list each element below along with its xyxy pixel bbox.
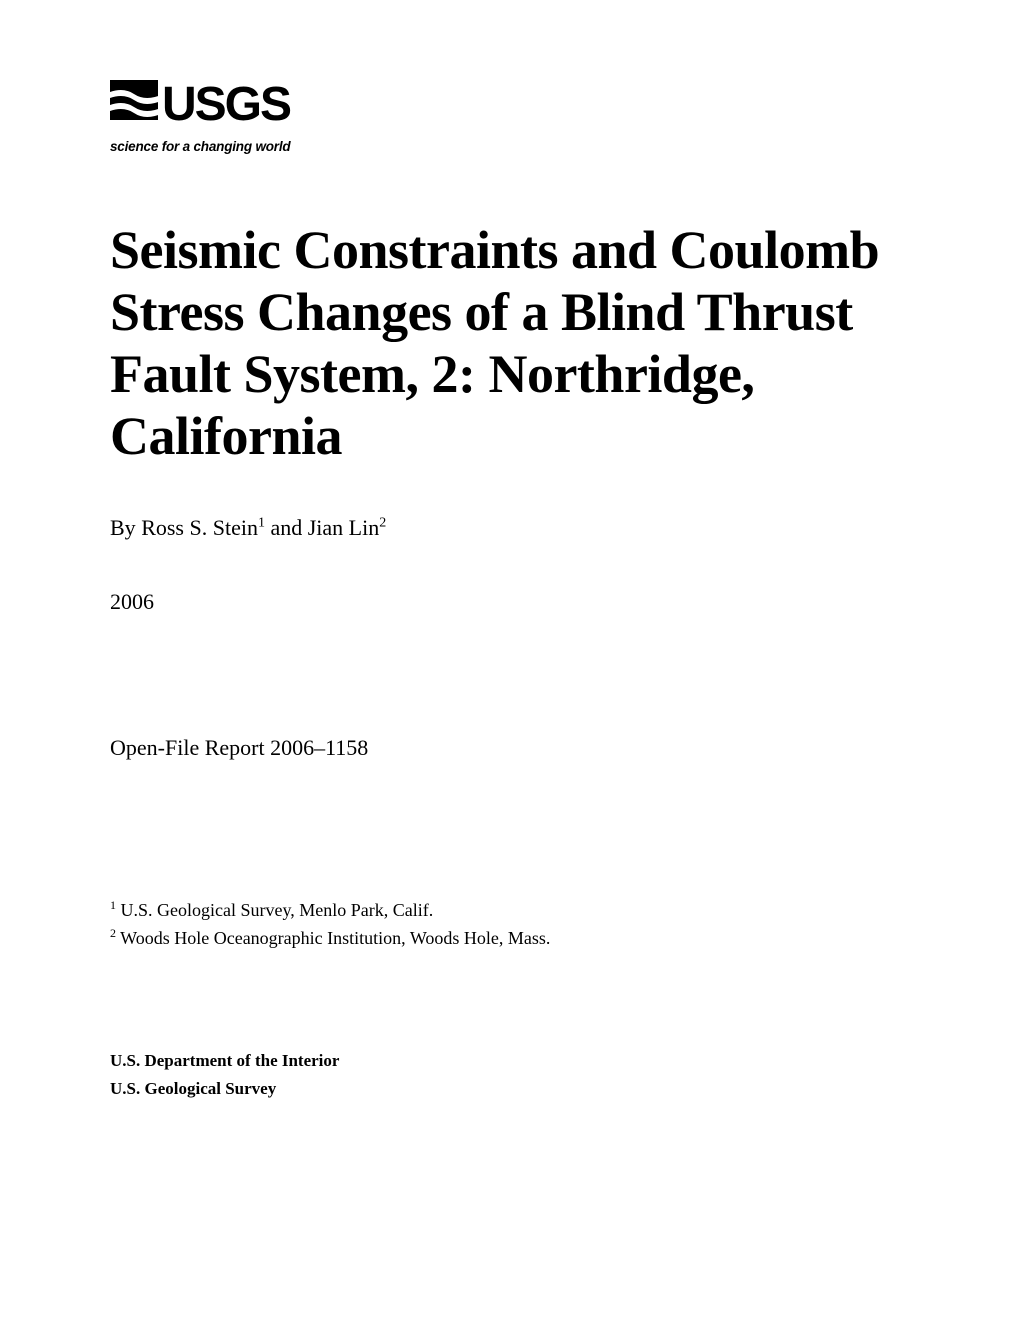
- affiliation-2-text: Woods Hole Oceanographic Institution, Wo…: [116, 928, 550, 948]
- affiliation-1: 1 U.S. Geological Survey, Menlo Park, Ca…: [110, 896, 920, 924]
- logo-tagline: science for a changing world: [110, 139, 920, 154]
- author-2-sup: 2: [379, 516, 386, 531]
- author-1: Ross S. Stein: [141, 515, 258, 540]
- footer-line-1: U.S. Department of the Interior: [110, 1047, 920, 1074]
- usgs-logo: USGS science for a changing world: [110, 80, 920, 154]
- document-title: Seismic Constraints and Coulomb Stress C…: [110, 219, 920, 467]
- logo-mark: USGS: [110, 80, 310, 133]
- affiliation-2: 2 Woods Hole Oceanographic Institution, …: [110, 924, 920, 952]
- usgs-logo-svg: USGS: [110, 80, 310, 128]
- author-2: Jian Lin: [308, 515, 380, 540]
- author-1-sup: 1: [258, 516, 265, 531]
- affiliation-1-text: U.S. Geological Survey, Menlo Park, Cali…: [116, 900, 433, 920]
- report-identifier: Open-File Report 2006–1158: [110, 735, 920, 761]
- publication-year: 2006: [110, 589, 920, 615]
- authors-connector: and: [265, 515, 308, 540]
- logo-text-svg: USGS: [162, 80, 291, 128]
- footer-organization: U.S. Department of the Interior U.S. Geo…: [110, 1047, 920, 1101]
- authors-line: By Ross S. Stein1 and Jian Lin2: [110, 515, 920, 541]
- authors-prefix: By: [110, 515, 141, 540]
- footer-line-2: U.S. Geological Survey: [110, 1075, 920, 1102]
- affiliations-block: 1 U.S. Geological Survey, Menlo Park, Ca…: [110, 896, 920, 952]
